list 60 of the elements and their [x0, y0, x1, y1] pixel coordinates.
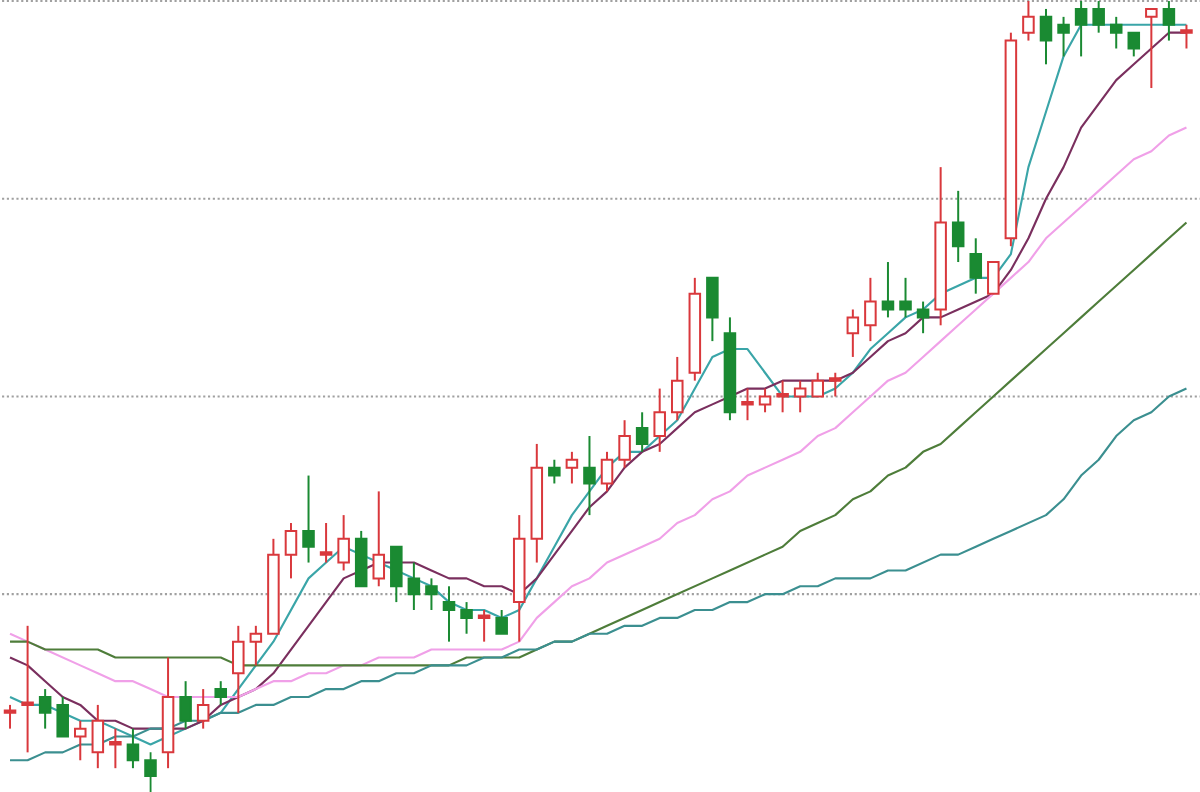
- candlestick: [354, 529, 368, 587]
- candlestick: [495, 608, 508, 635]
- candlestick: [987, 260, 1000, 295]
- candlestick: [1109, 15, 1123, 50]
- candlestick: [126, 727, 140, 769]
- candlestick: [1022, 0, 1035, 42]
- candlestick: [38, 687, 52, 730]
- candlestick: [1039, 7, 1053, 65]
- candlestick: [1074, 0, 1088, 57]
- candlestick: [1180, 23, 1193, 50]
- candlestick: [214, 679, 227, 706]
- candlestick: [618, 418, 631, 469]
- candlestick: [864, 276, 877, 342]
- candlestick: [793, 379, 807, 413]
- candlestick: [372, 489, 386, 587]
- candlestick: [811, 371, 824, 398]
- candlestick: [1145, 7, 1158, 89]
- candlestick: [21, 624, 34, 753]
- candlestick: [249, 624, 263, 666]
- candlestick: [758, 387, 772, 413]
- candlestick: [741, 387, 754, 421]
- candlestick: [460, 600, 473, 635]
- candlestick: [477, 608, 491, 643]
- candlestick: [1127, 31, 1141, 57]
- candlestick: [653, 387, 666, 453]
- candlestick: [706, 276, 719, 342]
- candlestick: [91, 703, 105, 769]
- candlestick: [284, 521, 298, 579]
- candlestick: [56, 695, 69, 738]
- candlestick: [583, 434, 596, 516]
- candlestick: [600, 450, 614, 492]
- candlestick: [232, 624, 245, 714]
- candlestick: [425, 576, 438, 611]
- candlestick: [442, 584, 456, 643]
- candlestick: [635, 410, 649, 453]
- candlestick: [881, 260, 895, 318]
- candlestick: [548, 458, 561, 485]
- candlestick: [74, 719, 87, 761]
- candlestick: [3, 703, 17, 730]
- candlestick: [302, 474, 315, 564]
- candlestick: [899, 276, 912, 318]
- candlestick: [179, 679, 192, 730]
- candlestick: [1162, 0, 1176, 42]
- candlestick: [390, 545, 403, 603]
- candlestick: [916, 300, 930, 334]
- candlestick: [144, 750, 157, 792]
- candlestick: [1092, 0, 1105, 34]
- candlestick: [109, 727, 122, 769]
- candlestick: [969, 236, 983, 295]
- candlestick: [1057, 15, 1070, 57]
- candlestick: [846, 308, 860, 358]
- candlestick: [196, 687, 210, 730]
- candlestick: [319, 521, 333, 564]
- candlestick: [670, 355, 684, 421]
- candlestick: [565, 450, 579, 485]
- candlestick: [776, 379, 789, 413]
- candlestick: [829, 371, 842, 398]
- candlestick: [951, 189, 965, 263]
- candlestick: [337, 513, 350, 572]
- candlestick: [407, 561, 421, 611]
